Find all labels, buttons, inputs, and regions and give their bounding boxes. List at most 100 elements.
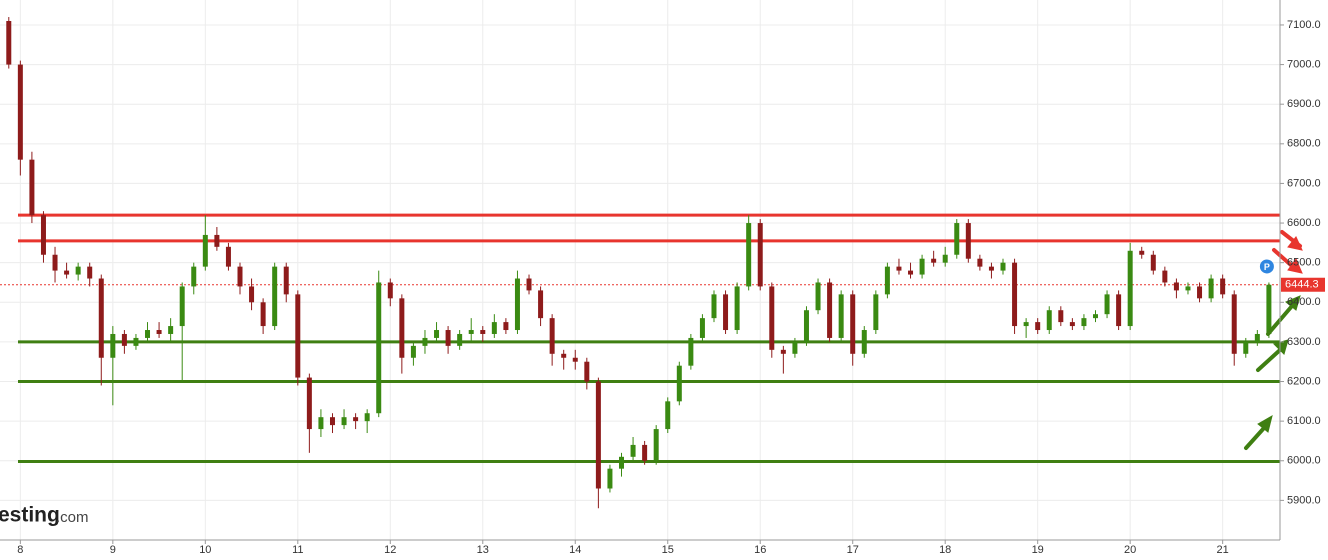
candle-body: [827, 282, 833, 338]
candle-body: [919, 258, 925, 275]
arrows: [1244, 230, 1303, 450]
candle-body: [491, 322, 497, 334]
candle-body: [884, 266, 890, 295]
candle-body: [283, 266, 289, 295]
candle-body: [1243, 341, 1249, 354]
candle-body: [1035, 322, 1041, 331]
candle-body: [98, 278, 104, 358]
y-tick-label: 6300.0: [1287, 336, 1321, 348]
candle-body: [630, 444, 636, 457]
candle-body: [942, 254, 948, 263]
candle-body: [653, 429, 659, 461]
candle-body: [410, 345, 416, 358]
candle-body: [977, 258, 983, 267]
candle-body: [17, 64, 23, 160]
candle-body: [214, 234, 220, 247]
candle-body: [850, 294, 856, 354]
arrow: [1256, 348, 1282, 372]
candle-body: [110, 333, 116, 358]
x-tick-label: 19: [1032, 544, 1044, 556]
x-tick-label: 10: [199, 544, 211, 556]
candle-body: [156, 330, 162, 334]
y-tick-label: 6800.0: [1287, 138, 1321, 150]
x-tick-label: 17: [847, 544, 859, 556]
candle-body: [607, 468, 613, 489]
candle-body: [746, 223, 752, 287]
candle-body: [225, 246, 231, 267]
candle-body: [1173, 282, 1179, 291]
x-tick-label: 12: [384, 544, 396, 556]
candle-body: [780, 349, 786, 354]
arrowhead: [1285, 295, 1301, 311]
candle-body: [295, 294, 301, 378]
y-tick-label: 6600.0: [1287, 217, 1321, 229]
candle-body: [873, 294, 879, 331]
candle-body: [306, 377, 312, 430]
candle-body: [584, 361, 590, 382]
candle-body: [480, 330, 486, 334]
candle-body: [1162, 270, 1168, 283]
candle-body: [665, 401, 671, 430]
x-tick-label: 20: [1124, 544, 1136, 556]
candle-body: [145, 330, 151, 338]
candle-body: [40, 215, 46, 255]
candle-body: [353, 417, 359, 422]
candle-body: [364, 413, 370, 422]
overlay: P: [1244, 230, 1303, 450]
arrow: [1272, 248, 1294, 268]
candles: [6, 17, 1272, 509]
candle-body: [723, 294, 729, 331]
candle-body: [965, 223, 971, 259]
candle-body: [1197, 286, 1203, 299]
y-tick-label: 6200.0: [1287, 375, 1321, 387]
y-tick-label: 6500.0: [1287, 257, 1321, 269]
candle-body: [769, 286, 775, 350]
candle-body: [445, 330, 451, 346]
candle-body: [838, 294, 844, 338]
candle-body: [792, 341, 798, 354]
candle-body: [1116, 294, 1122, 327]
candle-body: [329, 417, 335, 426]
candle-body: [561, 353, 567, 358]
candle-body: [549, 318, 555, 354]
candle-body: [249, 286, 255, 303]
candle-body: [699, 318, 705, 338]
candle-body: [1000, 262, 1006, 271]
candle-body: [64, 270, 70, 275]
y-tick-label: 6700.0: [1287, 177, 1321, 189]
candle-body: [272, 266, 278, 327]
candle-body: [87, 266, 93, 279]
marker-label: P: [1264, 262, 1270, 272]
arrowhead: [1257, 414, 1273, 433]
candle-body: [341, 417, 347, 426]
candle-body: [422, 337, 428, 346]
candle-body: [861, 330, 867, 354]
x-tick-label: 14: [569, 544, 581, 556]
candle-body: [503, 322, 509, 331]
candle-body: [399, 298, 405, 358]
y-tick-label: 6400.0: [1287, 296, 1321, 308]
candle-body: [757, 223, 763, 287]
x-tick-label: 16: [754, 544, 766, 556]
candle-body: [514, 278, 520, 331]
candle-body: [191, 266, 197, 287]
marker-badge: [1259, 259, 1274, 274]
candle-body: [1127, 250, 1133, 327]
candle-body: [1266, 284, 1272, 334]
candle-body: [29, 159, 35, 216]
candle-body: [572, 357, 578, 362]
candle-body: [1104, 294, 1110, 315]
watermark-suffix: .com: [56, 509, 89, 526]
candle-body: [468, 330, 474, 334]
candle-body: [1208, 278, 1214, 299]
candle-body: [538, 290, 544, 319]
candle-body: [642, 444, 648, 461]
arrow: [1244, 426, 1266, 450]
candle-body: [318, 417, 324, 430]
candle-body: [676, 365, 682, 402]
candle-body: [6, 20, 12, 65]
candle-body: [803, 310, 809, 342]
candle-body: [1150, 254, 1156, 271]
